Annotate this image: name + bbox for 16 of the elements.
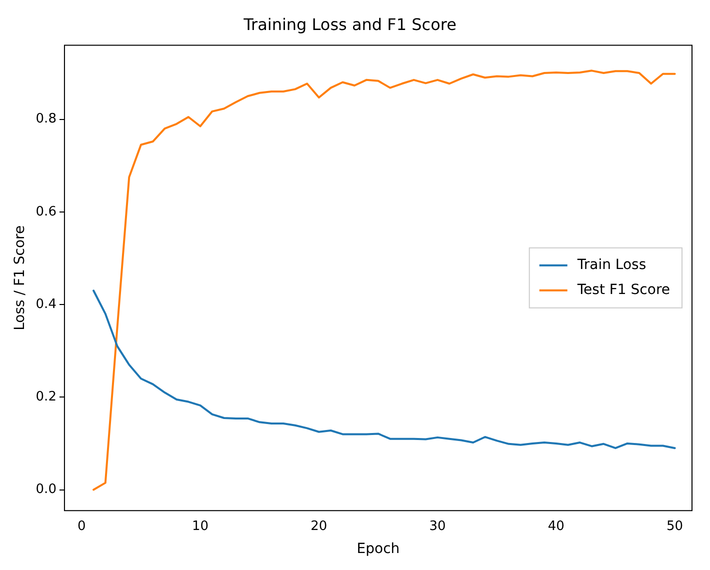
y-tick-label: 0.8 bbox=[36, 112, 56, 127]
x-tick-label: 30 bbox=[429, 518, 446, 534]
y-tick-label: 0.4 bbox=[36, 296, 56, 312]
x-tick-label: 10 bbox=[192, 518, 209, 534]
chart-title: Training Loss and F1 Score bbox=[242, 14, 456, 34]
legend-label: Train Loss bbox=[576, 257, 646, 274]
legend-label: Test F1 Score bbox=[576, 282, 670, 298]
x-tick-label: 50 bbox=[666, 518, 684, 534]
y-tick-label: 0.2 bbox=[36, 390, 56, 405]
x-tick-label: 40 bbox=[548, 518, 564, 534]
y-tick-label: 0.0 bbox=[36, 482, 56, 498]
x-tick-label: 20 bbox=[310, 518, 328, 534]
x-tick-label: 0 bbox=[78, 518, 86, 534]
x-axis-title: Epoch bbox=[356, 541, 400, 558]
y-axis-title: Loss / F1 Score bbox=[12, 225, 28, 330]
y-tick-label: 0.6 bbox=[36, 204, 56, 220]
